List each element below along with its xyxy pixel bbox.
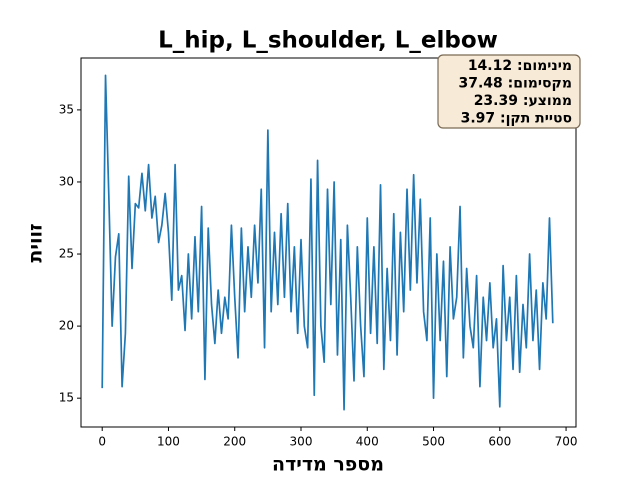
x-tick-label: 200 [223, 435, 246, 449]
x-tick-label: 100 [157, 435, 180, 449]
y-tick-label: 20 [59, 319, 74, 333]
x-tick-label: 600 [488, 435, 511, 449]
data-line [101, 74, 554, 411]
stats-text: ממוצע: 23.39 [474, 93, 572, 109]
x-tick-label: 500 [422, 435, 445, 449]
y-tick-label: 15 [59, 391, 74, 405]
x-tick-label: 300 [290, 435, 313, 449]
chart-title: L_hip, L_shoulder, L_elbow [158, 28, 498, 54]
plot-frame [80, 57, 577, 428]
x-tick-label: 700 [555, 435, 578, 449]
stats-text: מקסימום: 37.48 [458, 76, 572, 92]
x-tick-label: 400 [356, 435, 379, 449]
x-tick-label: 0 [98, 435, 106, 449]
x-axis-label: מספר מדידה [272, 454, 384, 476]
y-tick-label: 35 [59, 102, 74, 116]
stats-text: מינימום: 14.12 [468, 58, 572, 74]
y-tick-label: 25 [59, 247, 74, 261]
stats-box-bg [437, 54, 581, 129]
y-tick-label: 30 [59, 174, 74, 188]
stats-text: סטיית תקן: 3.97 [461, 111, 572, 127]
y-axis-label: זווית [25, 223, 47, 262]
